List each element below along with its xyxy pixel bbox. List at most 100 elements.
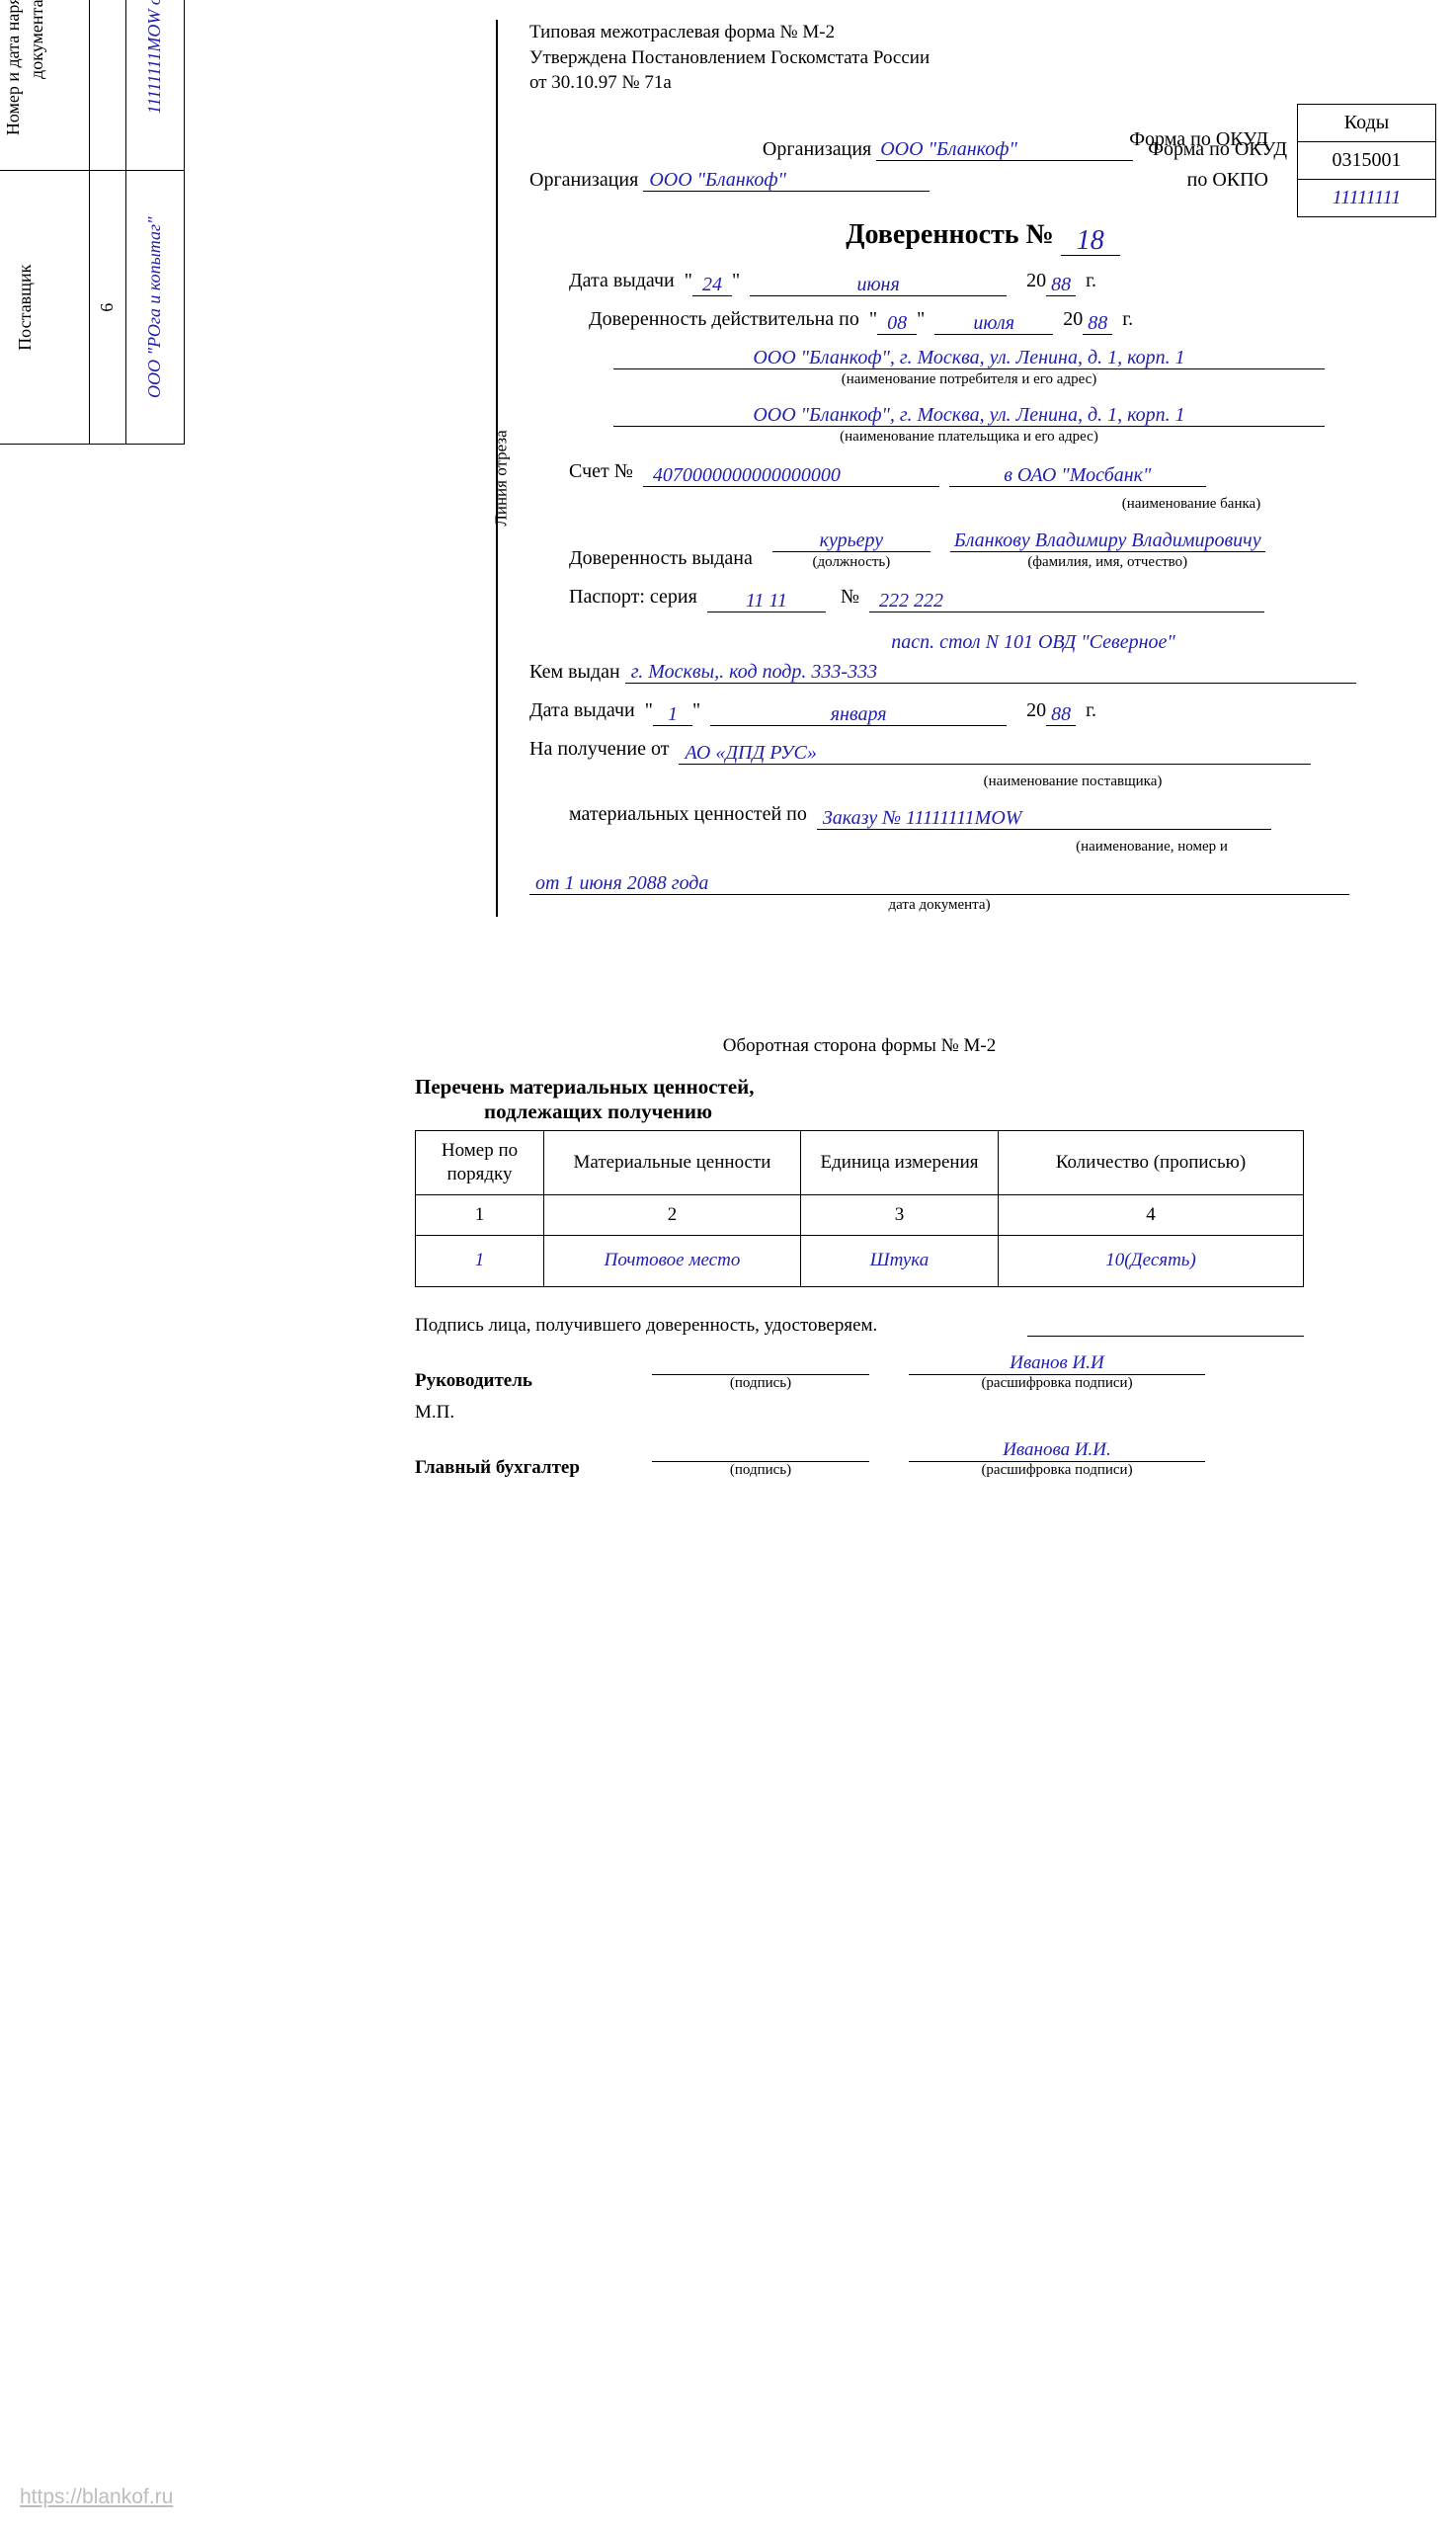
mat-v1: 1 [416, 1235, 544, 1286]
cut-line-label: Линия отреза [492, 430, 512, 526]
issue-label: Дата выдачи [569, 270, 675, 291]
consumer-sub: (наименование потребителя и его адрес) [613, 368, 1325, 391]
payer-sub: (наименование плательщика и его адрес) [613, 426, 1325, 449]
year-prefix2: 20 [1063, 308, 1083, 330]
materials-table: Номер по порядку Материальные ценности Е… [415, 1130, 1304, 1286]
passport-num-label: № [841, 586, 859, 608]
acc-name: Иванова И.И. [909, 1439, 1205, 1462]
mat-c3: 3 [801, 1194, 999, 1235]
receive-label: На получение от [529, 738, 669, 760]
org-value: ООО "Бланкоф" [876, 139, 1133, 161]
issue-year: 88 [1046, 275, 1076, 296]
mp-label: М.П. [415, 1402, 1304, 1424]
payer-value: ООО "Бланкоф", г. Москва, ул. Ленина, д.… [613, 405, 1325, 427]
sign-text: Подпись лица, получившего доверенность, … [415, 1315, 1027, 1337]
reverse-label: Оборотная сторона формы № М-2 [415, 1035, 1304, 1057]
main-form: Типовая межотраслевая форма № М-2 Утверж… [522, 20, 1436, 917]
year-g3: г. [1086, 699, 1096, 721]
fio-value: Бланкову Владимиру Владимировичу [950, 530, 1265, 552]
acc-label: Главный бухгалтер [415, 1457, 652, 1479]
cut-line: Линия отреза [488, 20, 508, 917]
year-g2: г. [1122, 308, 1133, 330]
supplier-value: АО «ДПД РУС» [679, 743, 1311, 765]
passport-num: 222 222 [869, 591, 1264, 612]
valid-month: июля [934, 313, 1053, 335]
bank-value: в ОАО "Мосбанк" [949, 465, 1206, 487]
reverse-title2: подлежащих получению [415, 1100, 1304, 1124]
consumer-value: ООО "Бланкоф", г. Москва, ул. Ленина, д.… [613, 348, 1325, 369]
stub-v7: 11111111MOW от 24 июня 2088 года [125, 0, 185, 171]
okpo-value: 11111111 [1298, 179, 1436, 216]
year-prefix: 20 [1026, 270, 1046, 291]
year-prefix3: 20 [1026, 699, 1046, 721]
valid-label: Доверенность действительна по [589, 308, 859, 330]
mat-h3: Единица измерения [801, 1131, 999, 1195]
materials-label: материальных ценностей по [569, 803, 807, 825]
head-decode-sub: (расшифровка подписи) [909, 1375, 1205, 1392]
valid-year: 88 [1083, 313, 1112, 335]
stub-section: Номер доверенности Дата выдачи Срок дейс… [20, 20, 474, 879]
head-sign-sub: (подпись) [652, 1375, 869, 1392]
mat-h1: Номер по порядку [416, 1131, 544, 1195]
footer-link[interactable]: https://blankof.ru [20, 2486, 173, 2509]
header-line1: Типовая межотраслевая форма № М-2 [529, 20, 1436, 45]
issued-by-label: Кем выдан [529, 657, 620, 688]
reverse-side: Оборотная сторона формы № М-2 Перечень м… [415, 1035, 1304, 1478]
order-sub: (наименование, номер и [1004, 836, 1300, 858]
year-g1: г. [1086, 270, 1096, 291]
doc-number: 18 [1061, 226, 1120, 256]
codes-table: Коды 0315001 11111111 [1297, 104, 1436, 217]
issue-day: 24 [692, 275, 732, 296]
mat-h4: Количество (прописью) [999, 1131, 1304, 1195]
stub-n6: 6 [90, 171, 125, 445]
mat-h2: Материальные ценности [544, 1131, 801, 1195]
order-value: Заказу № 11111111MOW [817, 808, 1271, 830]
mat-v4: 10(Десять) [999, 1235, 1304, 1286]
issued-label: Доверенность выдана [569, 543, 753, 574]
org-label: Организация [763, 133, 871, 166]
mat-v3: Штука [801, 1235, 999, 1286]
okpo-label: по ОКПО [1187, 165, 1268, 196]
position-sub: (должность) [772, 551, 930, 574]
acc-decode-sub: (расшифровка подписи) [909, 1462, 1205, 1479]
stub-table: Номер доверенности Дата выдачи Срок дейс… [0, 0, 185, 445]
passport-year: 88 [1046, 704, 1076, 726]
passport-label: Паспорт: серия [569, 586, 697, 608]
stub-h7: Номер и дата наряда (заменяющего наряд д… [0, 0, 90, 171]
head-name: Иванов И.И [909, 1352, 1205, 1375]
doc-title: Доверенность № 18 [529, 213, 1436, 256]
passport-month: января [710, 704, 1007, 726]
issued-by-2: г. Москвы,. код подр. 333-333 [625, 662, 1356, 684]
passport-date-label: Дата выдачи [529, 699, 635, 721]
okud-label2: Форма по ОКУД [1129, 128, 1268, 150]
mat-c4: 4 [999, 1194, 1304, 1235]
stub-v6: ООО "РОга и копытаг" [125, 171, 185, 445]
account-value: 4070000000000000000 [643, 465, 939, 487]
position-value: курьеру [772, 530, 930, 552]
passport-series: 11 11 [707, 591, 826, 612]
title-prefix: Доверенность № [846, 219, 1054, 250]
mat-c2: 2 [544, 1194, 801, 1235]
stub-n7: 7 [90, 0, 125, 171]
header-line2: Утверждена Постановлением Госкомстата Ро… [529, 45, 1436, 71]
acc-sign-sub: (подпись) [652, 1462, 869, 1479]
org-label2: Организация [529, 165, 638, 196]
doc-date-value: от 1 июня 2088 года [529, 873, 1349, 895]
reverse-title1: Перечень материальных ценностей, [415, 1075, 1304, 1100]
mat-v2: Почтовое место [544, 1235, 801, 1286]
mat-c1: 1 [416, 1194, 544, 1235]
codes-header: Коды [1298, 104, 1436, 141]
org-value2: ООО "Бланкоф" [643, 170, 930, 192]
bank-sub: (наименование банка) [1063, 493, 1320, 516]
header-line3: от 30.10.97 № 71а [529, 70, 1436, 96]
okud-value: 0315001 [1298, 141, 1436, 179]
issue-month: июня [750, 275, 1007, 296]
valid-day: 08 [877, 313, 917, 335]
supplier-sub: (наименование поставщика) [925, 771, 1221, 793]
account-label: Счет № [569, 460, 633, 482]
doc-date-sub: дата документа) [529, 894, 1349, 917]
issued-by-1: пасп. стол N 101 ОВД "Северное" [717, 632, 1349, 653]
fio-sub: (фамилия, имя, отчество) [950, 551, 1265, 574]
stub-h6: Поставщик [0, 171, 90, 445]
passport-day: 1 [653, 704, 692, 726]
